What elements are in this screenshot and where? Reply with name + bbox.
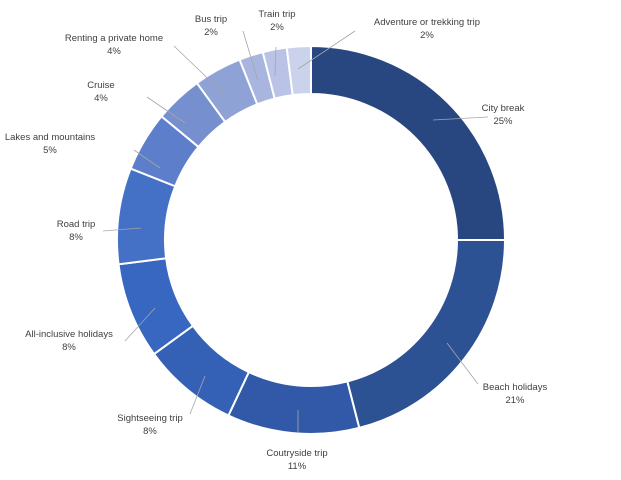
label-all-inclusive-holidays: All-inclusive holidays	[25, 329, 113, 340]
label-beach-holidays: Beach holidays	[483, 382, 548, 393]
leader-line-sightseeing-trip	[189, 375, 206, 415]
label-train-trip: Train trip	[258, 9, 295, 20]
value-label-cruise: 4%	[94, 93, 108, 104]
label-cruise: Cruise	[87, 80, 114, 91]
value-label-train-trip: 2%	[270, 22, 284, 33]
label-renting-a-private-home: Renting a private home	[65, 33, 163, 44]
value-label-all-inclusive-holidays: 8%	[62, 342, 76, 353]
value-label-bus-trip: 2%	[204, 27, 218, 38]
value-label-renting-a-private-home: 4%	[107, 46, 121, 57]
label-bus-trip: Bus trip	[195, 14, 227, 25]
label-city-break: City break	[482, 103, 525, 114]
leader-line-road-trip	[102, 227, 142, 232]
value-label-beach-holidays: 21%	[505, 395, 525, 406]
data-labels: City break 25% Beach holidays 21% Coutryside…	[5, 9, 548, 472]
label-sightseeing-trip: Sightseeing trip	[117, 413, 182, 424]
slice-coutryside-trip	[227, 370, 361, 435]
leader-line-all-inclusive-holidays	[124, 307, 156, 342]
leader-lines	[102, 30, 489, 433]
label-coutryside-trip: Coutryside trip	[266, 448, 327, 459]
value-label-city-break: 25%	[493, 116, 513, 127]
value-label-adventure-or-trekking-trip: 2%	[420, 30, 434, 41]
leader-line-beach-holidays	[446, 342, 479, 385]
leader-line-adventure-or-trekking-trip	[297, 30, 356, 70]
value-label-coutryside-trip: 11%	[288, 461, 307, 472]
value-label-road-trip: 8%	[69, 232, 83, 243]
leader-line-renting-a-private-home	[173, 45, 225, 95]
value-label-lakes-and-mountains: 5%	[43, 145, 57, 156]
value-label-sightseeing-trip: 8%	[143, 426, 157, 437]
leader-line-bus-trip	[242, 30, 259, 82]
slice-beach-holidays	[346, 239, 507, 430]
leader-line-city-break	[432, 116, 489, 121]
leader-line-train-trip	[274, 46, 277, 77]
label-lakes-and-mountains: Lakes and mountains	[5, 132, 96, 143]
label-road-trip: Road trip	[57, 219, 96, 230]
slice-city-break	[310, 44, 507, 241]
leader-line-lakes-and-mountains	[133, 149, 161, 169]
slice-adventure-or-trekking-trip	[285, 44, 312, 97]
label-adventure-or-trekking-trip: Adventure or trekking trip	[374, 17, 480, 28]
leader-line-cruise	[146, 96, 186, 124]
doughnut-slices	[116, 44, 507, 435]
